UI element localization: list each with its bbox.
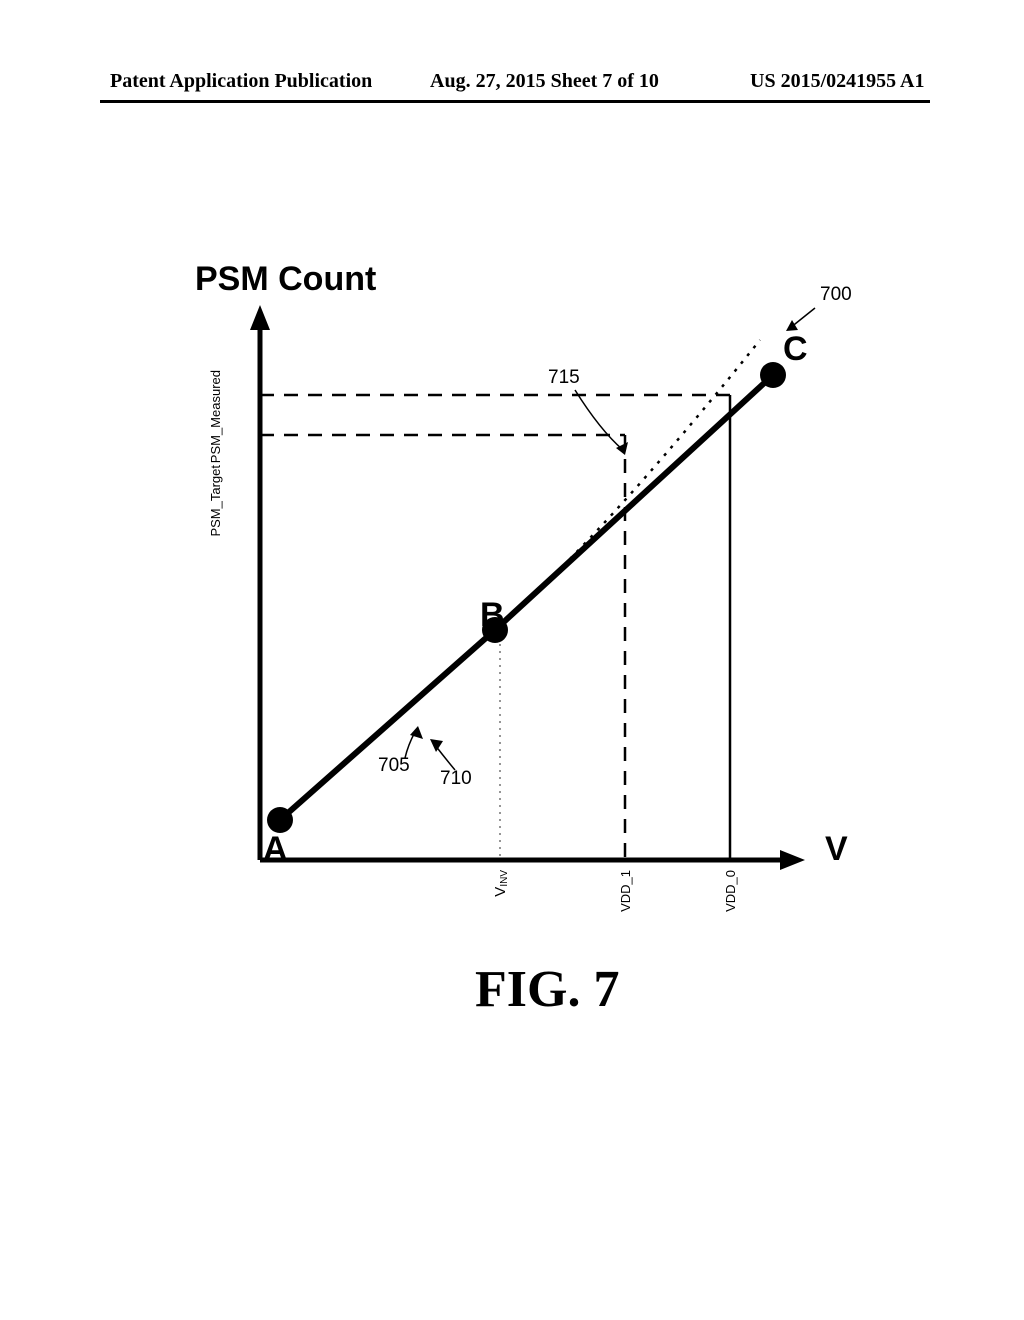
leader-705 (405, 726, 423, 758)
figure-label: FIG. 7 (475, 960, 619, 1019)
axes (250, 305, 805, 870)
header-center: Aug. 27, 2015 Sheet 7 of 10 (430, 70, 659, 93)
ref-715: 715 (548, 367, 580, 389)
line-710 (280, 375, 773, 820)
ref-700: 700 (820, 284, 852, 306)
y-axis-title: PSM Count (195, 260, 376, 299)
ytick-measured: PSM_Measured (208, 370, 223, 463)
leader-710 (430, 739, 455, 770)
y-reference-lines (260, 395, 730, 435)
point-A: A (263, 830, 288, 869)
point-C: C (783, 330, 808, 369)
vinv-base: V (492, 887, 509, 897)
ref-710: 710 (440, 768, 472, 790)
chart-area (230, 290, 810, 910)
leader-700 (786, 308, 815, 331)
xtick-vdd0: VDD_0 (723, 870, 738, 912)
point-B: B (480, 596, 505, 635)
ref-705: 705 (378, 755, 410, 777)
x-reference-lines (500, 395, 730, 860)
header-right: US 2015/0241955 A1 (750, 70, 924, 93)
ytick-target: PSM_Target (208, 465, 223, 537)
header-rule (100, 100, 930, 103)
header-left: Patent Application Publication (110, 70, 372, 93)
curve-705-dotted (280, 340, 760, 820)
vinv-sub: INV (499, 870, 510, 887)
xtick-vinv: VINV (492, 870, 510, 897)
xtick-vdd1: VDD_1 (618, 870, 633, 912)
leader-715 (575, 390, 628, 455)
x-axis-title: V (825, 830, 848, 869)
chart-svg (230, 290, 830, 930)
